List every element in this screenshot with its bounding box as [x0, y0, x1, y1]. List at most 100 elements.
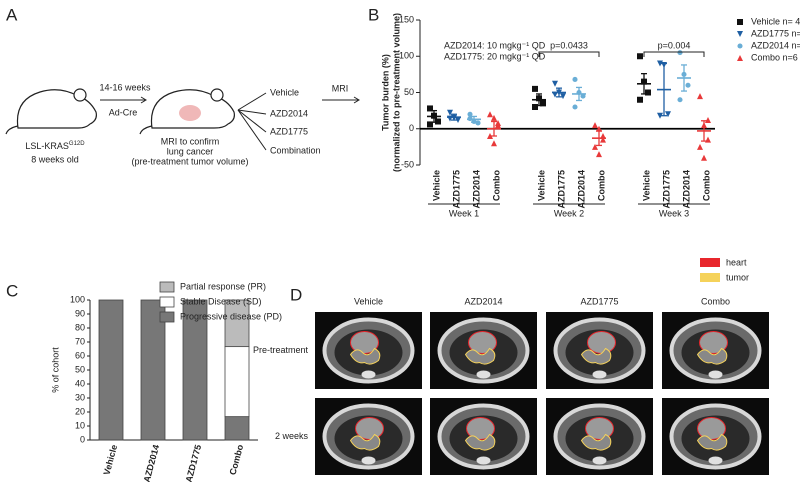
x-tick-label: Vehicle: [536, 170, 546, 201]
panel-label: C: [6, 281, 18, 300]
point: [592, 122, 598, 129]
point: [637, 96, 643, 103]
annotation: AZD2014: 10 mgkg⁻¹ QD: [444, 40, 546, 50]
mri-tumor: [464, 433, 496, 451]
x-tick-label: AZD1775: [661, 170, 671, 209]
point: [596, 151, 602, 158]
y-tick-label: 150: [399, 14, 414, 24]
point: [572, 104, 578, 110]
y-axis-label: (normalized to pre-treatment volume): [391, 13, 401, 172]
x-tick-label: AZD1775: [556, 170, 566, 209]
y-tick-label: 100: [399, 51, 414, 61]
significance-bracket: [643, 51, 705, 57]
arm: Combination: [270, 145, 321, 155]
mri-tumor: [696, 433, 728, 451]
legend-swatch: [700, 258, 720, 267]
y-tick-label: 20: [75, 406, 85, 416]
legend-swatch: [159, 311, 175, 323]
point: [697, 93, 703, 100]
legend-swatch: [700, 273, 720, 282]
legend-label: AZD1775 n=4: [751, 28, 800, 38]
bar-segment: [224, 416, 250, 441]
mri-spine: [708, 456, 723, 465]
mri-heart: [585, 417, 614, 440]
legend-label: Stable Disease (SD): [180, 296, 262, 306]
point: [435, 118, 441, 125]
point: [677, 97, 683, 103]
point: [532, 85, 538, 92]
point: [645, 89, 651, 96]
x-tick-label: AZD2014: [681, 170, 691, 209]
bar-segment: [98, 299, 124, 441]
point: [532, 104, 538, 110]
point: [455, 117, 461, 124]
mri-spine: [592, 456, 607, 465]
x-tick-label: AZD1775: [184, 444, 204, 482]
mri-spine: [592, 370, 607, 379]
readout: MRI: [332, 83, 349, 93]
mouse-age: 8 weeks old: [31, 154, 79, 164]
panel-label: B: [368, 5, 379, 24]
mri-tumor: [349, 433, 381, 451]
genotype: LSL-KRAS: [25, 141, 69, 151]
point: [697, 143, 703, 150]
point: [737, 31, 743, 37]
x-tick-label: AZD2014: [471, 170, 481, 209]
mri-heart: [466, 417, 495, 440]
p-value: p=0.0433: [550, 40, 588, 50]
column-header: AZD2014: [464, 296, 502, 306]
point: [560, 93, 566, 100]
legend-label: AZD2014 n=4: [751, 40, 800, 50]
y-axis-label: % of cohort: [50, 347, 60, 393]
point: [491, 140, 497, 147]
group-label: Week 2: [554, 208, 584, 218]
y-axis-label: Tumor burden (%): [380, 54, 390, 131]
group-label: Week 3: [659, 208, 689, 218]
legend-label: Progressive disease (PD): [180, 311, 282, 321]
point: [657, 112, 663, 119]
arm: AZD1775: [270, 126, 308, 136]
row-label: 2 weeks: [275, 431, 309, 441]
panel-label: D: [290, 285, 302, 304]
arm: Vehicle: [270, 87, 299, 97]
point: [737, 43, 743, 49]
bar-segment: [224, 299, 250, 348]
mouse-label: LSL-KRASG12D: [25, 141, 85, 152]
y-tick-label: 50: [404, 87, 414, 97]
y-tick-label: 50: [75, 364, 85, 374]
x-tick-label: Vehicle: [102, 444, 120, 477]
point: [637, 53, 643, 60]
point: [487, 133, 493, 139]
y-tick-label: 100: [70, 294, 85, 304]
arrows: [100, 92, 360, 151]
legend-swatch: [159, 281, 175, 293]
point: [491, 114, 497, 121]
y-tick-label: -50: [401, 159, 414, 169]
mri-spine: [361, 370, 376, 379]
row-label: Pre-treatment: [253, 345, 309, 355]
point: [737, 55, 743, 61]
p-value: p=0.004: [658, 40, 691, 50]
x-tick-label: AZD2014: [576, 170, 586, 209]
significance-bracket: [538, 51, 600, 57]
mri-heart: [587, 331, 616, 354]
point: [600, 136, 606, 143]
legend-label: Partial response (PR): [180, 281, 266, 291]
legend-swatch: [159, 296, 175, 308]
point: [701, 154, 707, 161]
duration: 14-16 weeks: [99, 82, 151, 92]
genotype-sup: G12D: [69, 141, 85, 147]
mri-note: (pre-treatment tumor volume): [131, 156, 248, 166]
y-tick-label: 30: [75, 392, 85, 402]
mri-tumor: [349, 347, 381, 365]
mri-spine: [476, 370, 491, 379]
mri-note: lung cancer: [167, 146, 214, 156]
legend-label: tumor: [726, 272, 749, 282]
y-tick-label: 40: [75, 378, 85, 388]
y-tick-label: 10: [75, 420, 85, 430]
point: [685, 82, 691, 88]
point: [596, 125, 602, 132]
point: [487, 111, 493, 118]
point: [737, 19, 743, 25]
induction: Ad-Cre: [109, 107, 138, 117]
